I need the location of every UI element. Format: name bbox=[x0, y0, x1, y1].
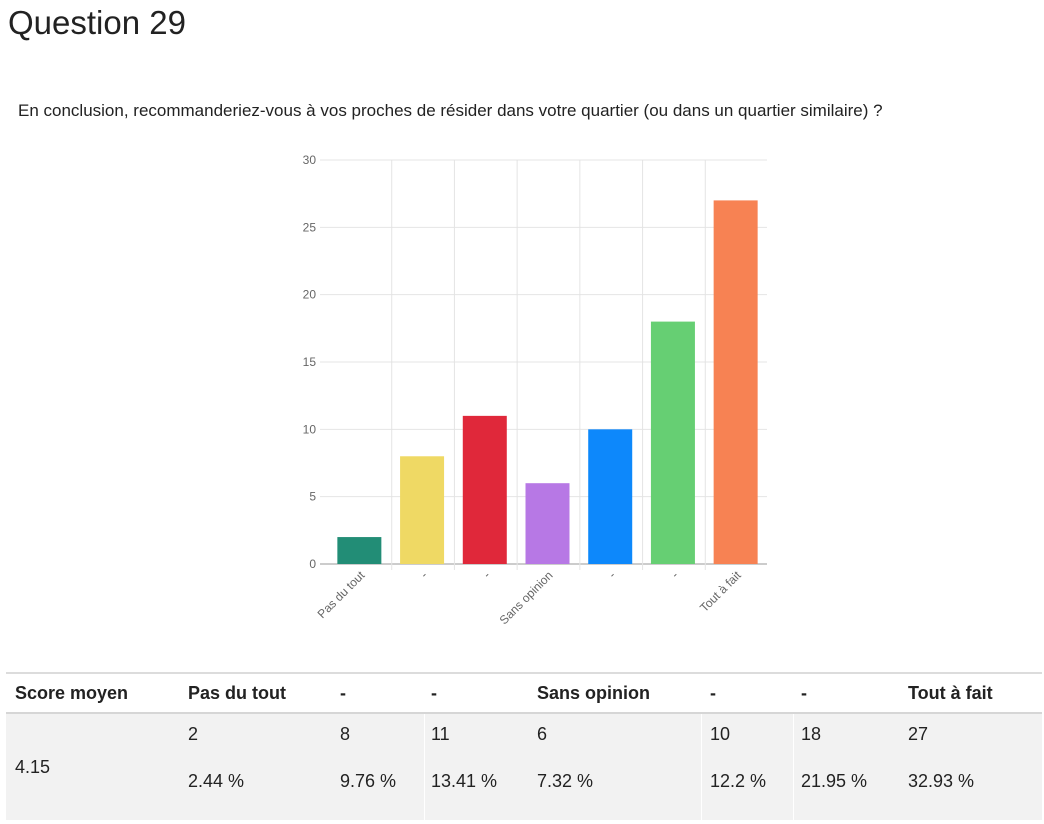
question-title: Question 29 bbox=[8, 4, 186, 41]
y-tick-label: 0 bbox=[309, 557, 316, 571]
header-sans-opinion: Sans opinion bbox=[537, 683, 651, 703]
count-cell: 10 bbox=[710, 724, 731, 744]
x-tick-label: - bbox=[417, 568, 430, 581]
bar bbox=[588, 429, 633, 564]
percent-cell: 9.76 % bbox=[340, 771, 397, 791]
header-col-3: - bbox=[431, 683, 437, 703]
table-header-row: Score moyen Pas du tout - - Sans opinion… bbox=[6, 674, 1042, 714]
x-tick-label: Tout à fait bbox=[697, 568, 744, 615]
count-cell: 6 bbox=[537, 724, 548, 744]
y-tick-label: 15 bbox=[303, 355, 317, 369]
bar bbox=[337, 537, 382, 564]
percent-cell: 2.44 % bbox=[188, 771, 245, 791]
count-cell: 11 bbox=[431, 724, 450, 744]
percent-cell: 7.32 % bbox=[537, 771, 594, 791]
bar bbox=[713, 200, 758, 564]
header-col-2: - bbox=[340, 683, 346, 703]
x-tick-label: Sans opinion bbox=[497, 568, 556, 627]
results-table: Score moyen Pas du tout - - Sans opinion… bbox=[6, 672, 1042, 820]
score-value: 4.15 bbox=[15, 757, 51, 777]
x-tick-label: - bbox=[668, 568, 681, 581]
percent-cell: 12.2 % bbox=[710, 771, 767, 791]
header-pas-du-tout: Pas du tout bbox=[188, 683, 286, 703]
percent-cell: 13.41 % bbox=[431, 771, 498, 791]
column-separator bbox=[424, 714, 425, 820]
bar bbox=[525, 483, 570, 564]
question-text: En conclusion, recommanderiez-vous à vos… bbox=[18, 101, 883, 120]
count-cell: 2 bbox=[188, 724, 199, 744]
percent-cell: 21.95 % bbox=[801, 771, 868, 791]
column-separator bbox=[793, 714, 794, 820]
column-separator bbox=[701, 714, 702, 820]
count-cell: 8 bbox=[340, 724, 351, 744]
header-col-6: - bbox=[801, 683, 807, 703]
y-tick-label: 30 bbox=[303, 153, 317, 167]
y-tick-label: 5 bbox=[309, 490, 316, 504]
table-data-row: 4.15 2 8 11 6 10 18 27 2.44 % 9.76 % 13.… bbox=[6, 714, 1042, 820]
bar bbox=[462, 415, 507, 564]
bar bbox=[650, 321, 695, 564]
header-col-5: - bbox=[710, 683, 716, 703]
header-score-moyen: Score moyen bbox=[15, 683, 129, 703]
x-tick-label: - bbox=[480, 568, 493, 581]
x-tick-label: - bbox=[606, 568, 619, 581]
count-cell: 27 bbox=[908, 724, 929, 744]
header-tout-a-fait: Tout à fait bbox=[908, 683, 993, 703]
y-tick-label: 20 bbox=[303, 288, 317, 302]
x-tick-label: Pas du tout bbox=[315, 568, 368, 621]
bar bbox=[400, 456, 445, 564]
y-tick-label: 10 bbox=[303, 422, 317, 436]
y-tick-label: 25 bbox=[303, 220, 317, 234]
percent-cell: 32.93 % bbox=[908, 771, 975, 791]
count-cell: 18 bbox=[801, 724, 822, 744]
